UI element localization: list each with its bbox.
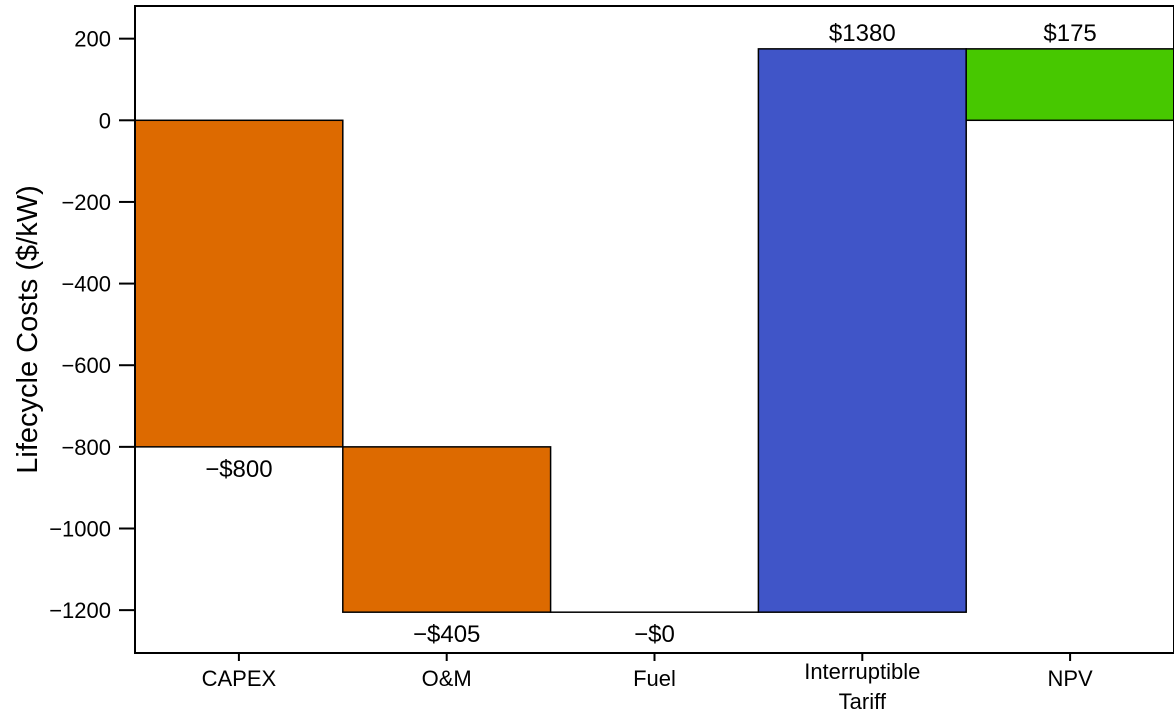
y-tick-label: −600 xyxy=(61,353,111,378)
x-tick-label: Tariff xyxy=(839,689,887,714)
bar xyxy=(757,48,967,613)
y-axis-title: Lifecycle Costs ($/kW) xyxy=(12,185,44,473)
x-tick-label: O&M xyxy=(422,666,472,691)
bar xyxy=(342,446,552,613)
y-tick-label: −1200 xyxy=(49,598,111,623)
data-label: $1380 xyxy=(829,20,896,47)
x-tick-label: Interruptible xyxy=(804,659,920,684)
y-tick-label: 0 xyxy=(99,108,111,133)
bars-layer xyxy=(134,48,1174,613)
plot-frame xyxy=(134,5,1174,654)
bar xyxy=(134,119,344,448)
x-tick-label: Fuel xyxy=(633,666,676,691)
y-tick-label: −200 xyxy=(61,190,111,215)
data-label: −$800 xyxy=(205,456,272,483)
y-axis: 200 0 −200 −400 −600 −800 −1000 −1200 xyxy=(49,27,135,623)
data-label: $175 xyxy=(1043,20,1096,47)
bar xyxy=(965,48,1174,122)
y-tick-label: 200 xyxy=(74,27,111,52)
x-axis: CAPEX O&M Fuel Interruptible Tariff NPV xyxy=(202,653,1093,714)
y-tick-label: −400 xyxy=(61,272,111,297)
data-label: −$405 xyxy=(413,621,480,648)
data-label: −$0 xyxy=(634,621,675,648)
y-tick-label: −800 xyxy=(61,435,111,460)
x-tick-label: CAPEX xyxy=(202,666,277,691)
y-tick-label: −1000 xyxy=(49,516,111,541)
data-labels-layer: −$800 −$405 −$0 $1380 $175 xyxy=(205,20,1097,648)
x-tick-label: NPV xyxy=(1047,666,1093,691)
